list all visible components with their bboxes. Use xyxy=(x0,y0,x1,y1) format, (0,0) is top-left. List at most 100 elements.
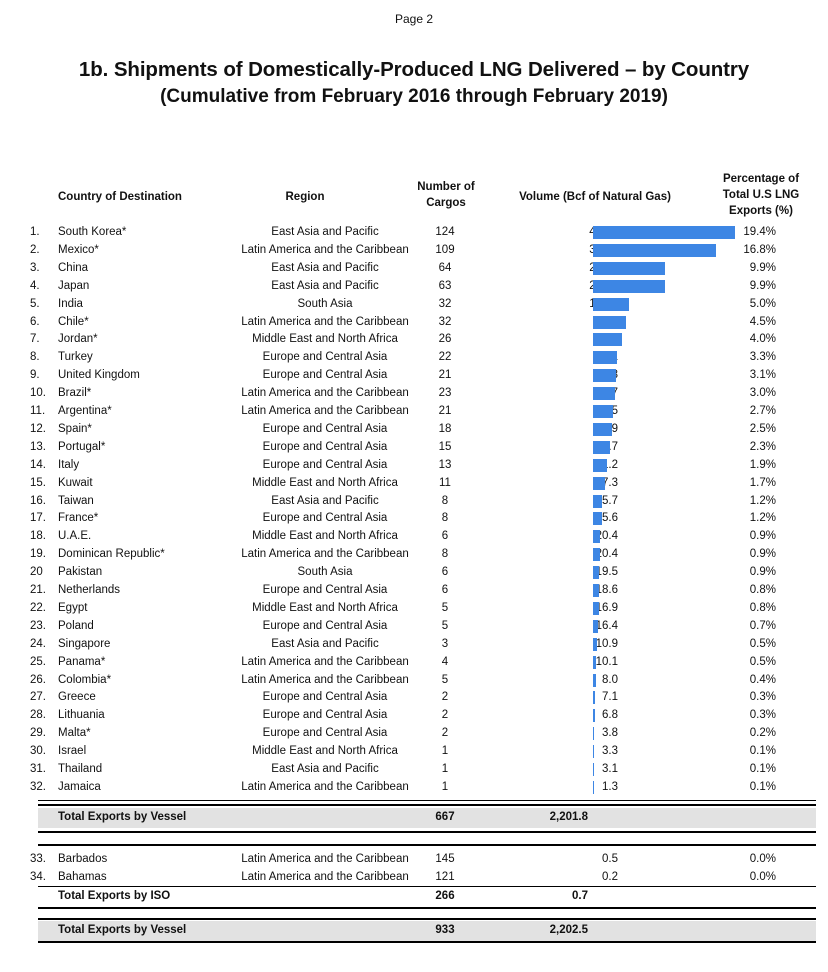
row-country: Brazil* xyxy=(58,387,92,400)
row-region: Europe and Central Asia xyxy=(262,369,388,382)
total-iso-row: Total Exports by ISO 266 0.7 xyxy=(38,887,816,907)
row-cargos: 32 xyxy=(438,315,452,328)
row-country: Portugal* xyxy=(58,440,106,453)
volume-bar xyxy=(593,566,600,580)
row-percentage: 2.3% xyxy=(749,440,776,453)
volume-bar xyxy=(593,512,602,526)
row-number: 24. xyxy=(30,637,46,650)
row-region: East Asia and Pacific xyxy=(271,279,379,292)
row-percentage: 3.0% xyxy=(749,387,776,400)
row-percentage: 9.9% xyxy=(749,279,776,292)
table-row: 25. Panama* Latin America and the Caribbea… xyxy=(30,654,820,672)
row-percentage: 0.2% xyxy=(749,727,776,740)
row-percentage: 0.5% xyxy=(749,637,776,650)
row-cargos: 121 xyxy=(435,870,455,883)
row-number: 33. xyxy=(30,853,46,865)
header-cargos: Number of Cargos xyxy=(398,179,494,211)
row-country: Turkey xyxy=(58,351,93,364)
row-country: India xyxy=(58,297,83,310)
row-volume: 10.1 xyxy=(595,655,618,668)
row-country: Malta* xyxy=(58,727,91,740)
table-row: 24. Singapore East Asia and Pacific 3 10.9 0.… xyxy=(30,636,820,654)
row-country: Italy xyxy=(58,458,80,471)
row-region: Middle East and North Africa xyxy=(252,333,398,346)
divider xyxy=(38,804,816,806)
header-cargos-line2: Cargos xyxy=(426,197,466,209)
table-row: 2. Mexico* Latin America and the Caribbean… xyxy=(30,242,820,260)
row-number: 30. xyxy=(30,745,46,758)
row-number: 1. xyxy=(30,226,40,238)
row-number: 5. xyxy=(30,297,40,310)
row-number: 4. xyxy=(30,279,40,292)
row-country: Israel xyxy=(58,745,87,758)
row-country: Jamaica xyxy=(58,780,101,793)
row-percentage: 5.0% xyxy=(749,297,776,310)
total-iso-label: Total Exports by ISO xyxy=(58,890,171,902)
row-volume: 25.7 xyxy=(595,494,618,507)
table-row: 12.Spain*Europe and Central Asia1855.92.… xyxy=(30,421,820,439)
row-volume: 25.6 xyxy=(595,512,618,525)
page-number: Page 2 xyxy=(394,12,434,26)
row-region: Europe and Central Asia xyxy=(262,691,388,704)
volume-bar xyxy=(593,279,666,293)
volume-bar xyxy=(593,619,599,633)
row-cargos: 4 xyxy=(441,655,449,668)
row-region: Middle East and North Africa xyxy=(252,476,398,489)
total-vessel-cargos: 667 xyxy=(435,811,455,823)
row-region: Europe and Central Asia xyxy=(262,458,388,471)
row-percentage: 0.9% xyxy=(749,530,776,543)
table-row: 6. Chile* Latin America and the Caribbean 3… xyxy=(30,314,820,332)
header-cargos-line1: Number of xyxy=(417,181,475,193)
grand-total-label: Total Exports by Vessel xyxy=(58,924,187,936)
table-row: 11. Argentina* Latin America and the Carib… xyxy=(30,403,820,421)
row-cargos: 23 xyxy=(438,387,452,400)
row-region: Europe and Central Asia xyxy=(262,727,388,740)
row-percentage: 0.9% xyxy=(749,548,776,561)
row-number: 8. xyxy=(30,351,40,364)
row-country: Kuwait xyxy=(58,476,93,489)
row-region: South Asia xyxy=(297,566,353,579)
row-volume: 3.3 xyxy=(602,745,618,758)
row-number: 22. xyxy=(30,601,46,614)
row-cargos: 15 xyxy=(438,440,452,453)
row-country: Colombia* xyxy=(58,673,112,686)
row-country: Chile* xyxy=(58,315,89,328)
volume-bar xyxy=(593,763,595,776)
row-number: 3. xyxy=(30,261,40,274)
table-row: 33. Barbados Latin America and the Caribbe… xyxy=(30,851,820,869)
table-row: 21. Netherlands Europe and Central Asia 6 18… xyxy=(30,582,820,600)
table-row: 15. Kuwait Middle East and North Africa 11 3… xyxy=(30,475,820,493)
volume-bar xyxy=(593,673,596,687)
volume-bar xyxy=(593,387,615,401)
table-row: 16. Taiwan East Asia and Pacific 8 25.7 1.2% xyxy=(30,493,820,511)
table-row: 19. Dominican Republic* Latin America and … xyxy=(30,546,820,564)
row-region: Latin America and the Caribbean xyxy=(241,870,409,883)
table-row: 10. Brazil* Latin America and the Caribbea… xyxy=(30,385,820,403)
row-cargos: 5 xyxy=(441,601,449,614)
row-percentage: 0.5% xyxy=(749,655,776,668)
row-volume: 7.1 xyxy=(602,691,618,704)
row-country: Pakistan xyxy=(58,566,103,579)
row-region: Latin America and the Caribbean xyxy=(241,405,409,417)
row-number: 32. xyxy=(30,780,46,793)
table-row: 7.Jordan*Middle East and North Africa268… xyxy=(30,331,820,349)
row-region: Latin America and the Caribbean xyxy=(241,548,409,561)
row-number: 31. xyxy=(30,763,46,775)
row-volume: 1.3 xyxy=(602,780,618,793)
row-percentage: 0.9% xyxy=(749,566,776,579)
row-region: East Asia and Pacific xyxy=(271,763,379,775)
row-cargos: 2 xyxy=(441,709,449,722)
header-pct-line3: Exports (%) xyxy=(729,205,793,217)
row-country: Spain* xyxy=(58,422,92,435)
divider xyxy=(38,907,816,909)
row-number: 16. xyxy=(30,494,46,507)
divider xyxy=(38,941,816,943)
total-iso-cargos: 266 xyxy=(435,890,455,902)
row-region: Latin America and the Caribbean xyxy=(241,673,409,686)
row-percentage: 0.8% xyxy=(749,584,776,596)
row-percentage: 0.3% xyxy=(749,709,776,722)
row-region: Middle East and North Africa xyxy=(252,745,398,758)
row-volume: 3.1 xyxy=(602,763,618,775)
